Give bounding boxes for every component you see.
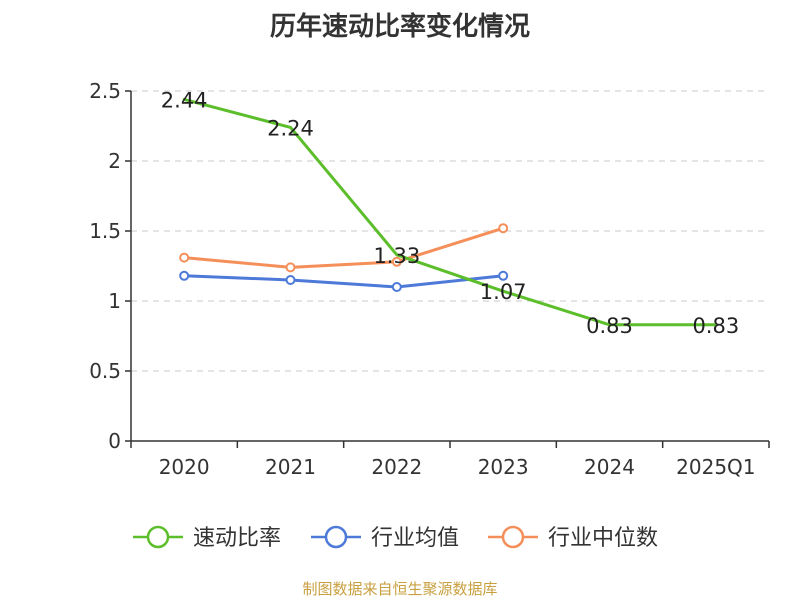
x-tick-label: 2022 [371,455,422,479]
legend-item-quick_ratio[interactable]: 速动比率 [133,525,281,551]
x-tick-label: 2024 [584,455,635,479]
source-note: 制图数据来自恒生聚源数据库 [302,580,498,598]
data-point-industry_avg [179,270,190,281]
y-tick-label: 1.5 [89,219,121,243]
data-point-industry_avg [498,270,509,281]
legend[interactable]: 速动比率 行业均值 行业中位数 [133,525,658,551]
grid [131,90,769,372]
legend-label: 速动比率 [193,526,281,551]
series-layer [179,97,718,327]
series-line-quick_ratio [182,97,718,327]
data-point-industry_avg [285,275,296,285]
data-point-industry_median [179,252,190,263]
data-point-industry_median [285,262,296,273]
x-tick-label: 2021 [265,455,316,479]
data-point-industry_avg [391,282,402,292]
y-tick-label: 0.5 [89,359,121,383]
data-label: 1.33 [373,244,420,268]
data-label: 2.24 [267,116,314,140]
x-tick-label: 2020 [159,455,210,479]
axes: 0 0.5 1 1.5 2 2.5 2020 2021 2022 2023 2024 2025Q1 [89,79,770,479]
series-line-industry_median [182,226,505,269]
data-label: 0.83 [586,314,633,338]
legend-item-industry_median[interactable]: 行业中位数 [488,525,658,551]
y-tick-label: 1 [108,289,121,313]
data-point-industry_median [498,223,509,234]
data-label: 0.83 [692,314,739,338]
y-tick-label: 0 [108,429,121,453]
legend-marker [324,525,348,549]
legend-label: 行业中位数 [548,526,658,551]
y-tick-label: 2 [108,149,121,173]
x-tick-label: 2023 [478,455,529,479]
data-label: 1.07 [480,280,527,304]
legend-marker [501,525,525,549]
data-label: 2.44 [161,88,208,112]
data-labels: 2.44 2.24 1.33 1.07 0.83 0.83 [161,88,739,337]
x-tick-label: 2025Q1 [676,455,755,479]
legend-marker [146,525,170,549]
legend-label: 行业均值 [371,526,459,551]
data-point-industry_median [391,256,402,267]
chart-title: 历年速动比率变化情况 [269,12,530,42]
series-line-industry_avg [182,274,505,289]
legend-item-industry_avg[interactable]: 行业均值 [311,525,459,551]
y-tick-label: 2.5 [89,79,121,103]
